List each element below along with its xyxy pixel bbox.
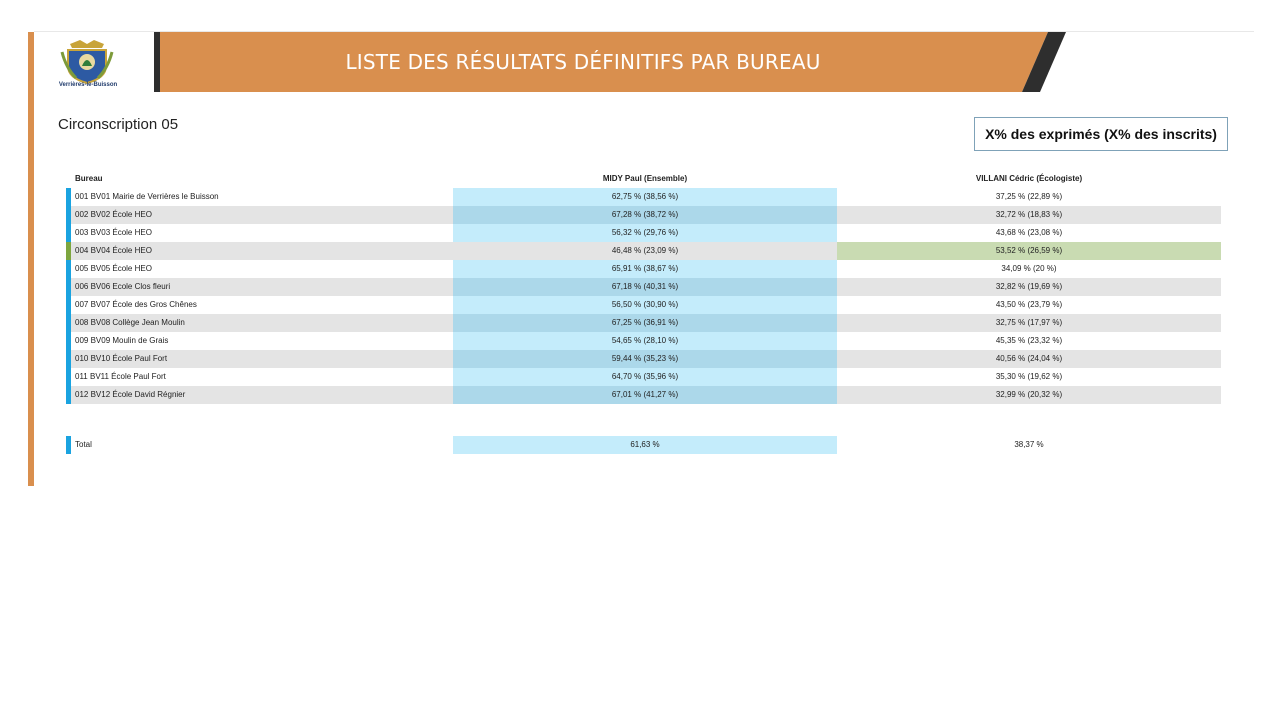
row-accent — [66, 332, 71, 350]
villani-cell: 43,68 % (23,08 %) — [995, 228, 1063, 237]
total-row[interactable]: Total 61,63 % 38,37 % — [66, 436, 1221, 454]
row-accent — [66, 314, 71, 332]
results-table: Bureau MIDY Paul (Ensemble) VILLANI Cédr… — [66, 170, 1221, 404]
bureau-cell: 007 BV07 École des Gros Chênes — [75, 300, 197, 309]
table-header: Bureau MIDY Paul (Ensemble) VILLANI Cédr… — [66, 170, 1221, 188]
table-row[interactable]: 006 BV06 Ecole Clos fleuri 67,18 % (40,3… — [66, 278, 1221, 296]
midy-cell: 64,70 % (35,96 %) — [453, 368, 837, 386]
row-accent — [66, 368, 71, 386]
villani-cell: 35,30 % (19,62 %) — [995, 372, 1063, 381]
bureau-cell: 009 BV09 Moulin de Grais — [75, 336, 169, 345]
bureau-cell: 003 BV03 École HEO — [75, 228, 152, 237]
table-row[interactable]: 009 BV09 Moulin de Grais 54,65 % (28,10 … — [66, 332, 1221, 350]
midy-cell: 67,25 % (36,91 %) — [453, 314, 837, 332]
row-accent — [66, 224, 71, 242]
bureau-cell: 012 BV12 École David Régnier — [75, 390, 186, 399]
table-row[interactable]: 005 BV05 École HEO 65,91 % (38,67 %) 34,… — [66, 260, 1221, 278]
table-row[interactable]: 003 BV03 École HEO 56,32 % (29,76 %) 43,… — [66, 224, 1221, 242]
row-accent — [66, 260, 71, 278]
villani-cell: 40,56 % (24,04 %) — [995, 354, 1063, 363]
row-accent — [66, 188, 71, 206]
midy-cell: 67,01 % (41,27 %) — [453, 386, 837, 404]
midy-cell: 65,91 % (38,67 %) — [453, 260, 837, 278]
city-crest-logo — [58, 38, 116, 92]
midy-cell: 56,50 % (30,90 %) — [453, 296, 837, 314]
row-accent — [66, 436, 71, 454]
top-divider — [34, 31, 1254, 32]
table-row[interactable]: 004 BV04 École HEO 46,48 % (23,09 %) 53,… — [66, 242, 1221, 260]
villani-cell: 32,75 % (17,97 %) — [995, 318, 1063, 327]
bureau-cell: 005 BV05 École HEO — [75, 264, 152, 273]
left-accent-rail — [28, 32, 34, 486]
total-villani-cell: 38,37 % — [1014, 440, 1044, 449]
table-row[interactable]: 008 BV08 Collège Jean Moulin 67,25 % (36… — [66, 314, 1221, 332]
midy-cell: 59,44 % (35,23 %) — [453, 350, 837, 368]
midy-cell: 62,75 % (38,56 %) — [453, 188, 837, 206]
villani-cell: 34,09 % (20 %) — [1001, 264, 1057, 273]
villani-cell: 37,25 % (22,89 %) — [995, 192, 1063, 201]
bureau-cell: 001 BV01 Mairie de Verrières le Buisson — [75, 192, 219, 201]
percentage-legend: X% des exprimés (X% des inscrits) — [974, 117, 1228, 151]
row-accent — [66, 350, 71, 368]
midy-cell: 46,48 % (23,09 %) — [453, 242, 837, 260]
header-midy: MIDY Paul (Ensemble) — [602, 174, 688, 183]
villani-cell: 32,99 % (20,32 %) — [995, 390, 1063, 399]
table-row[interactable]: 007 BV07 École des Gros Chênes 56,50 % (… — [66, 296, 1221, 314]
row-accent — [66, 206, 71, 224]
row-accent — [66, 242, 71, 260]
villani-cell: 45,35 % (23,32 %) — [995, 336, 1063, 345]
villani-cell: 32,72 % (18,83 %) — [995, 210, 1063, 219]
table-row[interactable]: 012 BV12 École David Régnier 67,01 % (41… — [66, 386, 1221, 404]
title-banner: LISTE DES RÉSULTATS DÉFINITIFS PAR BUREA… — [160, 32, 1066, 92]
bureau-cell: 006 BV06 Ecole Clos fleuri — [75, 282, 171, 291]
villani-cell: 53,52 % (26,59 %) — [837, 242, 1221, 260]
table-row[interactable]: 002 BV02 École HEO 67,28 % (38,72 %) 32,… — [66, 206, 1221, 224]
midy-cell: 56,32 % (29,76 %) — [453, 224, 837, 242]
villani-cell: 43,50 % (23,79 %) — [995, 300, 1063, 309]
row-accent — [66, 278, 71, 296]
midy-cell: 54,65 % (28,10 %) — [453, 332, 837, 350]
header-villani: VILLANI Cédric (Écologiste) — [975, 174, 1083, 183]
banner-separator — [154, 32, 160, 92]
bureau-cell: 010 BV10 École Paul Fort — [75, 354, 168, 363]
table-row[interactable]: 010 BV10 École Paul Fort 59,44 % (35,23 … — [66, 350, 1221, 368]
bureau-cell: 004 BV04 École HEO — [75, 246, 152, 255]
page-title: LISTE DES RÉSULTATS DÉFINITIFS PAR BUREA… — [345, 50, 821, 74]
midy-cell: 67,28 % (38,72 %) — [453, 206, 837, 224]
table-row[interactable]: 011 BV11 École Paul Fort 64,70 % (35,96 … — [66, 368, 1221, 386]
row-accent — [66, 296, 71, 314]
bureau-cell: 008 BV08 Collège Jean Moulin — [75, 318, 185, 327]
total-midy-cell: 61,63 % — [453, 436, 837, 454]
bureau-cell: 002 BV02 École HEO — [75, 210, 152, 219]
logo-caption: Verrières-le-Buisson — [58, 82, 118, 88]
circonscription-label: Circonscription 05 — [58, 116, 179, 133]
table-row[interactable]: 001 BV01 Mairie de Verrières le Buisson … — [66, 188, 1221, 206]
header-bureau: Bureau — [75, 174, 103, 183]
midy-cell: 67,18 % (40,31 %) — [453, 278, 837, 296]
total-label: Total — [75, 440, 92, 449]
bureau-cell: 011 BV11 École Paul Fort — [75, 372, 166, 381]
villani-cell: 32,82 % (19,69 %) — [995, 282, 1063, 291]
row-accent — [66, 386, 71, 404]
